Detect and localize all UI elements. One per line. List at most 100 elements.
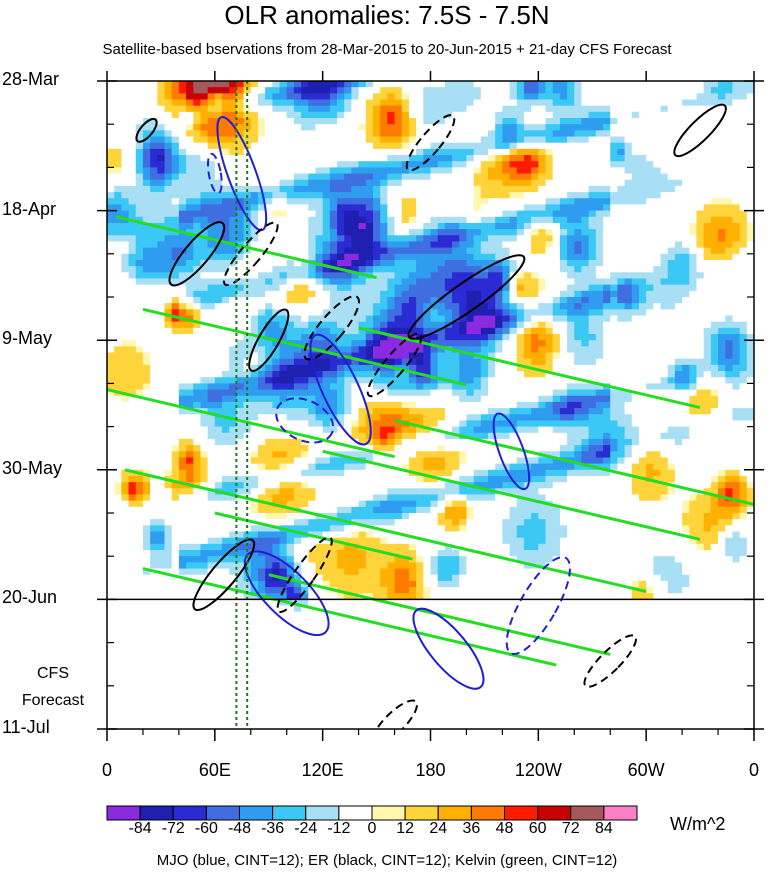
heatmap-cell (531, 253, 539, 261)
heatmap-cell (365, 364, 374, 372)
heatmap-cell (689, 414, 698, 422)
heatmap-cell (351, 358, 360, 366)
heatmap-cell (488, 247, 496, 255)
heatmap-cell (344, 284, 353, 292)
heatmap-cell (473, 99, 482, 107)
heatmap-cell (746, 247, 754, 255)
heatmap-cell (473, 315, 482, 323)
heatmap-cell (322, 142, 331, 150)
heatmap-cell (329, 118, 338, 125)
heatmap-cell (480, 389, 489, 397)
heatmap-cell (416, 377, 424, 384)
heatmap-cell (257, 371, 266, 378)
heatmap-cell (567, 185, 575, 193)
heatmap-cell (581, 148, 590, 156)
heatmap-cell (308, 210, 317, 218)
heatmap-cell (315, 130, 324, 138)
heatmap-cell (308, 118, 317, 125)
heatmap-cell (135, 155, 144, 162)
heatmap-cell (466, 130, 475, 138)
heatmap-cell (135, 198, 144, 206)
heatmap-cell (574, 364, 583, 372)
heatmap-cell (200, 389, 209, 397)
heatmap-cell (308, 266, 317, 273)
heatmap-cell (329, 148, 338, 156)
heatmap-cell (509, 124, 518, 131)
heatmap-cell (128, 105, 137, 113)
heatmap-cell (164, 130, 173, 138)
heatmap-cell (452, 253, 460, 261)
heatmap-cell (229, 235, 237, 243)
heatmap-cell (135, 229, 144, 236)
heatmap-cell (581, 346, 590, 354)
heatmap-cell (638, 253, 647, 261)
heatmap-cell (315, 229, 324, 236)
heatmap-cell (653, 278, 662, 286)
heatmap-cell (696, 204, 705, 212)
heatmap-cell (193, 309, 202, 317)
heatmap-cell (718, 161, 726, 168)
heatmap-cell (488, 408, 496, 415)
heatmap-cell (315, 327, 324, 335)
heatmap-cell (337, 401, 345, 409)
heatmap-cell (322, 229, 331, 236)
heatmap-cell (631, 105, 640, 113)
heatmap-cell (631, 222, 640, 230)
heatmap-cell (488, 414, 496, 422)
heatmap-cell (265, 364, 273, 372)
heatmap-cell (128, 111, 137, 119)
heatmap-cell (365, 247, 374, 255)
heatmap-cell (516, 148, 525, 156)
heatmap-cell (186, 155, 194, 162)
heatmap-cell (696, 352, 705, 360)
heatmap-cell (710, 383, 719, 391)
heatmap-cell (293, 303, 302, 310)
heatmap-cell (653, 408, 662, 415)
heatmap-cell (308, 81, 317, 88)
heatmap-cell (567, 111, 575, 119)
heatmap-cell (337, 204, 345, 212)
heatmap-cell (610, 352, 619, 360)
heatmap-cell (358, 111, 367, 119)
heatmap-cell (682, 136, 690, 144)
heatmap-cell (437, 334, 446, 341)
heatmap-cell (552, 358, 561, 366)
heatmap-cell (401, 81, 410, 88)
heatmap-cell (186, 364, 194, 372)
heatmap-cell (603, 358, 611, 366)
heatmap-cell (164, 358, 173, 366)
heatmap-cell (746, 222, 754, 230)
heatmap-cell (157, 161, 166, 168)
heatmap-cell (121, 272, 130, 280)
heatmap-cell (408, 216, 417, 224)
heatmap-cell (229, 81, 237, 88)
heatmap-cell (344, 358, 353, 366)
heatmap-cell (257, 173, 266, 181)
heatmap-cell (725, 192, 734, 199)
heatmap-cell (581, 297, 590, 304)
heatmap-cell (279, 185, 288, 193)
heatmap-cell (531, 284, 539, 292)
heatmap-cell (372, 179, 381, 187)
heatmap-cell (344, 377, 353, 384)
heatmap-cell (437, 315, 446, 323)
heatmap-cell (351, 235, 360, 243)
heatmap-cell (344, 179, 353, 187)
heatmap-cell (710, 173, 719, 181)
heatmap-cell (473, 81, 482, 88)
heatmap-cell (107, 235, 115, 243)
heatmap-cell (718, 124, 726, 131)
heatmap-cell (473, 401, 482, 409)
heatmap-cell (444, 253, 453, 261)
heatmap-cell (617, 364, 626, 372)
heatmap-cell (351, 383, 360, 391)
heatmap-cell (509, 278, 518, 286)
heatmap-cell (538, 414, 547, 422)
heatmap-cell (502, 130, 511, 138)
heatmap-cell (718, 142, 726, 150)
heatmap-cell (725, 173, 734, 181)
heatmap-cell (603, 99, 611, 107)
heatmap-cell (732, 222, 741, 230)
heatmap-cell (516, 167, 525, 175)
heatmap-cell (480, 99, 489, 107)
